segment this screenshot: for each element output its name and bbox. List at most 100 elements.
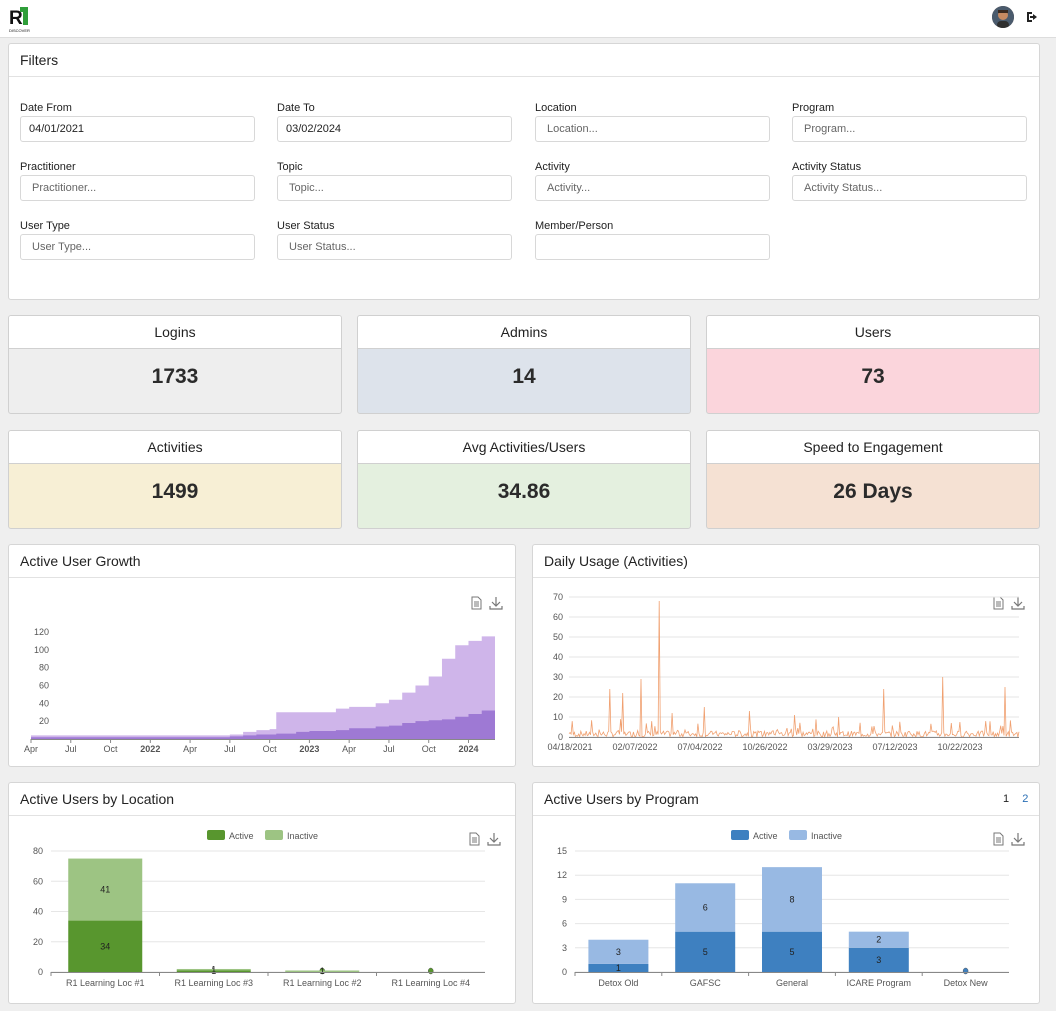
bar-value-label: 3: [616, 947, 621, 957]
bar-segment: [588, 963, 649, 972]
series-area: [31, 636, 495, 739]
topic-label: Topic: [277, 161, 303, 173]
y-tick-label: 40: [39, 698, 49, 708]
legend-swatch: [789, 830, 807, 840]
bar-zero-marker: [962, 967, 969, 975]
user-status-label: User Status: [277, 220, 335, 232]
date-from-label: Date From: [20, 102, 72, 114]
topic-select[interactable]: [277, 175, 512, 201]
stat-label: Users: [707, 316, 1039, 349]
y-tick-label: 70: [553, 592, 563, 602]
x-tick-label: R1 Learning Loc #3: [174, 978, 253, 988]
bar-segment: [285, 970, 360, 972]
y-tick-label: 20: [33, 937, 43, 947]
member-label: Member/Person: [535, 220, 614, 232]
date-to-input[interactable]: [277, 116, 512, 142]
legend-label: Active: [753, 831, 778, 841]
top-bar: R DISCOVER: [0, 0, 1056, 38]
x-tick-label: Jul: [224, 744, 236, 754]
activity-label: Activity: [535, 161, 570, 173]
download-icon[interactable]: [489, 597, 503, 610]
stat-label: Avg Activities/Users: [358, 431, 690, 464]
practitioner-label: Practitioner: [20, 161, 76, 173]
stat-value: 1733: [151, 365, 199, 388]
practitioner-select[interactable]: [20, 175, 255, 201]
brand-logo[interactable]: R DISCOVER: [9, 5, 35, 33]
stat-admins: Admins 14: [357, 315, 691, 414]
card-title: Active Users by Location: [9, 783, 515, 816]
stat-users: Users 73: [706, 315, 1040, 414]
x-tick-label: 10/26/2022: [742, 742, 787, 752]
stat-label: Speed to Engagement: [707, 431, 1039, 464]
x-tick-label: 2023: [299, 744, 319, 754]
avatar[interactable]: [992, 6, 1014, 28]
user-status-select[interactable]: [277, 234, 512, 260]
download-icon[interactable]: [1011, 597, 1025, 610]
filters-panel: Filters Date From Date To Location Progr…: [8, 43, 1040, 300]
bar-segment: [68, 858, 143, 921]
bar-segment: [675, 931, 736, 972]
member-input[interactable]: [535, 234, 770, 260]
program-select[interactable]: [792, 116, 1027, 142]
y-tick-label: 3: [562, 943, 567, 953]
y-tick-label: 120: [34, 627, 49, 637]
active-user-growth-card: Active User Growth 20 40 60 80 100 120 Apr Jul O…: [8, 544, 516, 767]
bar-value-label: 6: [703, 902, 708, 912]
y-tick-label: 30: [553, 672, 563, 682]
x-tick-label: 10/22/2023: [937, 742, 982, 752]
series-area: [31, 710, 495, 739]
legend-swatch: [207, 830, 225, 840]
data-view-icon[interactable]: [993, 832, 1004, 846]
location-select[interactable]: [535, 116, 770, 142]
data-view-icon[interactable]: [469, 832, 480, 846]
y-tick-label: 6: [562, 919, 567, 929]
x-tick-label: General: [776, 978, 808, 988]
data-view-icon[interactable]: [471, 596, 482, 610]
y-tick-label: 50: [553, 632, 563, 642]
x-tick-label: ICARE Program: [847, 978, 912, 988]
bar-value-label: 1: [211, 966, 216, 976]
stat-speed-engagement: Speed to Engagement 26 Days: [706, 430, 1040, 529]
date-from-input[interactable]: [20, 116, 255, 142]
bar-segment: [848, 931, 909, 948]
program-chart: Active Inactive 0 3 6 9 12 15 1 3 Detox Old 5 6 GAFSC…: [557, 830, 1025, 988]
stat-label: Admins: [358, 316, 690, 349]
bar-segment: [848, 947, 909, 972]
data-view-icon[interactable]: [993, 596, 1004, 610]
page-2-link[interactable]: 2: [1022, 793, 1029, 805]
legend-label: Active: [229, 831, 254, 841]
download-icon[interactable]: [487, 833, 501, 846]
stat-label: Activities: [9, 431, 341, 464]
page-1-link[interactable]: 1: [1003, 793, 1010, 805]
x-tick-label: Jul: [383, 744, 395, 754]
card-title: Daily Usage (Activities): [533, 545, 1039, 578]
bar-value-label: 5: [789, 947, 794, 957]
x-tick-label: Apr: [342, 744, 356, 754]
x-tick-label: 03/29/2023: [807, 742, 852, 752]
bar-value-label: 8: [789, 894, 794, 904]
bar-segment: [762, 931, 822, 972]
activity-select[interactable]: [535, 175, 770, 201]
x-tick-label: Detox New: [944, 978, 989, 988]
activity-status-select[interactable]: [792, 175, 1027, 201]
x-tick-label: 2024: [458, 744, 478, 754]
active-users-location-card: Active Users by Location Active Inactive 0…: [8, 782, 516, 1004]
y-tick-label: 0: [558, 732, 563, 742]
daily-usage-card: Daily Usage (Activities) 0 10 20 30 40 50 60 70…: [532, 544, 1040, 767]
card-title: Active Users by Program: [533, 783, 1039, 816]
stat-value: 1499: [151, 480, 199, 503]
bar-segment: [675, 883, 736, 932]
bar-segment: [68, 920, 143, 972]
bar-value-label: 1: [320, 966, 325, 976]
stat-logins: Logins 1733: [8, 315, 342, 414]
stat-value: 14: [512, 365, 536, 388]
x-tick-label: Apr: [24, 744, 38, 754]
user-type-select[interactable]: [20, 234, 255, 260]
legend-label: Inactive: [811, 831, 842, 841]
svg-text:R: R: [9, 8, 23, 29]
x-tick-label: Apr: [183, 744, 197, 754]
growth-chart: 20 40 60 80 100 120 Apr Jul Oct 2022 Apr Jul Oct 2023…: [24, 596, 503, 754]
download-icon[interactable]: [1011, 833, 1025, 846]
y-tick-label: 12: [557, 870, 567, 880]
logout-icon[interactable]: [1025, 10, 1039, 24]
